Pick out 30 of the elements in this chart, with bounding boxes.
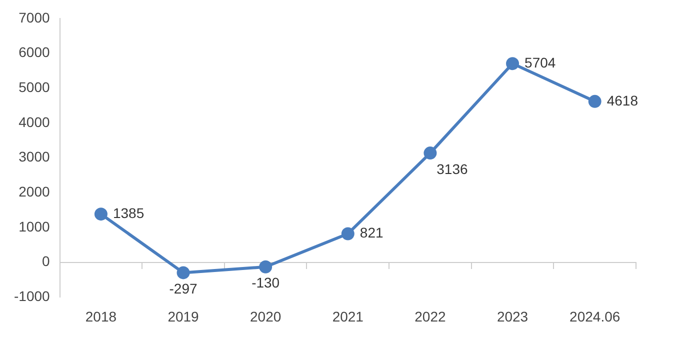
x-tick-label: 2020 [250,308,282,324]
data-label: 5704 [524,54,556,70]
y-tick-label: 0 [42,253,50,270]
y-tick-label: 6000 [18,44,50,60]
data-label: -297 [169,280,198,297]
point [94,208,108,221]
y-tick-label: -1000 [14,288,50,304]
point [424,146,437,160]
data-label: 821 [360,224,384,241]
x-tick-label: 2022 [414,308,446,324]
data-label: 3136 [436,160,468,177]
point [588,94,602,108]
data-label: -130 [252,274,280,291]
data-label: 1385 [112,204,144,221]
data-label: 4618 [606,92,638,108]
y-tick-label: 5000 [18,78,50,95]
y-tick-label: 3000 [18,148,50,165]
x-tick-label: 2019 [168,308,200,324]
point [506,57,520,70]
y-tick-label: 7000 [18,9,50,26]
point [176,266,190,280]
y-tick-label: 2000 [18,184,50,200]
y-tick-label: 1000 [18,218,50,234]
x-tick-label: 2023 [496,308,528,324]
x-tick-label: 2018 [85,308,117,324]
point [341,227,354,240]
x-tick-label: 2024.06 [570,308,620,324]
y-tick-label: 4000 [18,114,50,130]
point [259,260,272,274]
x-tick-label: 2021 [332,308,364,324]
